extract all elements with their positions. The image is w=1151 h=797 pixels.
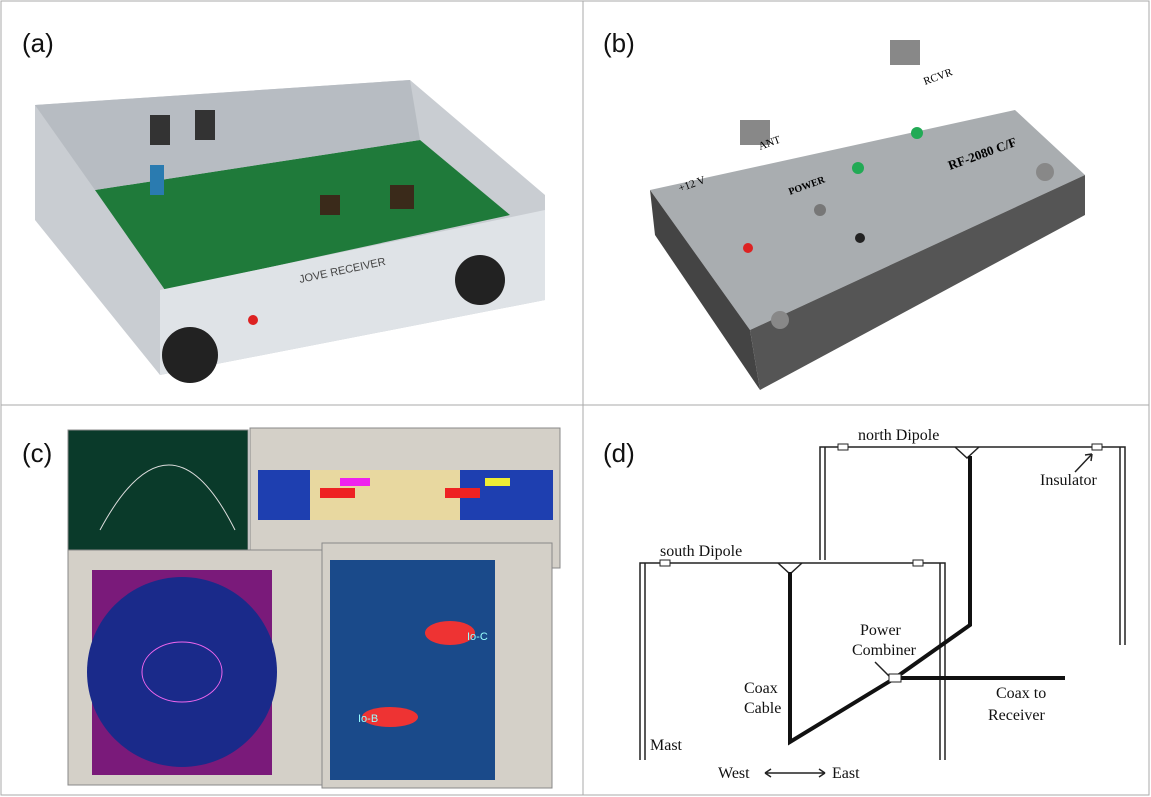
page: (a) JOVE RECEIVER (b) +12 V ANT RCVR POW… bbox=[0, 0, 1151, 797]
software-screenshots bbox=[68, 428, 560, 788]
panel-label: (d) bbox=[603, 438, 635, 468]
diagram-label: West bbox=[718, 765, 750, 782]
panel-label: (a) bbox=[22, 28, 54, 58]
diagram-label: Coax to bbox=[996, 685, 1046, 702]
figure: (a) JOVE RECEIVER (b) +12 V ANT RCVR POW… bbox=[0, 0, 1151, 797]
diagram-label: Mast bbox=[650, 737, 683, 754]
diagram-label: Cable bbox=[744, 700, 781, 717]
diagram-label: Power bbox=[860, 622, 902, 639]
diagram-label: Combiner bbox=[852, 642, 917, 659]
receiver-photo bbox=[35, 80, 545, 383]
diagram-label: south Dipole bbox=[660, 543, 742, 560]
combiner-photo bbox=[650, 40, 1085, 390]
diagram-label: Insulator bbox=[1040, 472, 1098, 489]
diagram-label: north Dipole bbox=[858, 427, 939, 444]
panel-label: (c) bbox=[22, 438, 52, 468]
diagram-label: Coax bbox=[744, 680, 778, 697]
diagram-label: East bbox=[832, 765, 860, 782]
diagram-label: Receiver bbox=[988, 707, 1046, 724]
antenna-diagram bbox=[640, 444, 1125, 777]
burst-label: Io-B bbox=[358, 713, 378, 725]
panel-label: (b) bbox=[603, 28, 635, 58]
device-text: RCVR bbox=[922, 66, 955, 88]
burst-label: Io-C bbox=[467, 631, 488, 643]
